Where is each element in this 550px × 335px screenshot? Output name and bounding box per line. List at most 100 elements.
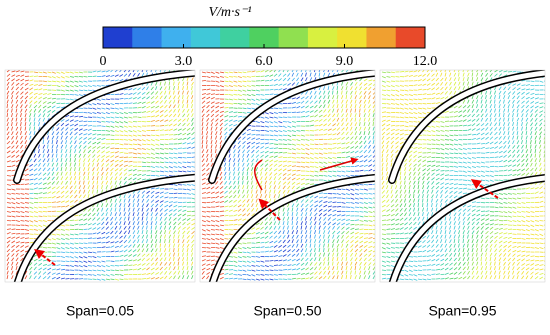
panels: Span=0.05Span=0.50Span=0.95 — [5, 68, 550, 319]
velocity-vector — [106, 247, 110, 248]
velocity-vector — [490, 152, 494, 153]
velocity-vector — [120, 135, 124, 136]
velocity-vector — [531, 207, 535, 208]
velocity-vector — [183, 158, 187, 159]
velocity-vector — [355, 161, 359, 162]
velocity-vector — [315, 125, 319, 126]
velocity-vector — [337, 206, 341, 207]
velocity-vector — [463, 185, 467, 186]
velocity-vector — [216, 230, 220, 231]
velocity-vector — [225, 107, 229, 108]
velocity-vector — [79, 275, 83, 276]
velocity-vector — [156, 171, 160, 172]
velocity-vector — [106, 270, 110, 271]
velocity-vector — [283, 269, 287, 270]
velocity-vector — [220, 221, 224, 222]
velocity-vector — [369, 233, 373, 234]
velocity-vector — [84, 77, 88, 78]
velocity-vector — [315, 149, 319, 150]
velocity-vector — [522, 207, 526, 208]
velocity-vector — [12, 194, 16, 195]
velocity-vector — [61, 274, 65, 275]
colorbar-swatch — [279, 27, 309, 48]
velocity-vector — [270, 94, 274, 95]
velocity-vector — [66, 230, 70, 231]
colorbar-tick-label: 9.0 — [336, 54, 354, 69]
velocity-vector — [468, 176, 472, 177]
velocity-vector — [346, 198, 350, 199]
velocity-vector — [423, 98, 427, 99]
velocity-vector — [373, 122, 374, 126]
velocity-vector — [39, 216, 43, 217]
velocity-vector — [409, 122, 413, 123]
colorbar-swatch — [308, 27, 338, 48]
velocity-vector — [517, 122, 518, 126]
velocity-vector — [508, 71, 512, 72]
colorbar-tick-label: 12.0 — [413, 54, 438, 69]
velocity-vector — [306, 171, 310, 172]
velocity-vector — [310, 167, 314, 168]
velocity-vector — [70, 261, 74, 262]
velocity-vector — [165, 130, 169, 131]
velocity-vector — [355, 207, 359, 208]
velocity-vector — [187, 257, 188, 261]
velocity-vector — [129, 157, 133, 158]
velocity-vector — [360, 113, 361, 117]
velocity-vector — [355, 271, 356, 275]
velocity-vector — [360, 185, 364, 186]
velocity-vector — [156, 149, 160, 150]
colorbar-swatch — [132, 27, 162, 48]
velocity-vector — [115, 143, 119, 144]
velocity-vector — [279, 117, 283, 118]
velocity-vector — [202, 89, 206, 90]
velocity-vector — [48, 243, 52, 244]
velocity-vector — [423, 199, 424, 203]
velocity-vector — [324, 153, 328, 154]
velocity-vector — [174, 134, 178, 135]
velocity-vector — [88, 238, 92, 239]
colorbar-label: V/m·s⁻¹ — [208, 5, 251, 20]
velocity-vector — [256, 71, 260, 72]
velocity-vector — [229, 77, 233, 78]
velocity-vector — [52, 248, 56, 249]
velocity-vector — [57, 230, 61, 231]
velocity-vector — [270, 194, 271, 198]
colorbar-swatch — [191, 27, 221, 48]
velocity-vector — [328, 149, 332, 150]
velocity-vector — [288, 144, 292, 145]
velocity-vector — [270, 260, 274, 261]
velocity-vector — [360, 229, 364, 230]
colorbar-swatch — [220, 27, 250, 48]
velocity-vector — [265, 80, 269, 81]
velocity-vector — [111, 261, 115, 262]
velocity-vector — [66, 252, 70, 253]
colorbar-swatch — [337, 27, 367, 48]
velocity-vector — [183, 189, 187, 190]
colorbar-swatch — [396, 27, 426, 48]
velocity-vector — [517, 207, 521, 208]
velocity-vector — [111, 113, 115, 114]
velocity-vector — [414, 194, 415, 198]
velocity-vector — [211, 77, 215, 78]
velocity-vector — [229, 104, 233, 105]
colorbar-tick-label: 0 — [100, 54, 107, 69]
velocity-vector — [337, 162, 341, 163]
velocity-vector — [247, 270, 251, 271]
velocity-vector — [463, 193, 467, 194]
velocity-vector — [405, 130, 409, 131]
panel-label: Span=0.05 — [66, 303, 134, 319]
velocity-vector — [400, 71, 404, 72]
velocity-vector — [360, 194, 364, 195]
velocity-vector — [66, 257, 70, 258]
velocity-vector — [486, 176, 490, 177]
velocity-vector — [183, 162, 187, 163]
velocity-vector — [445, 140, 449, 141]
colorbar-tick-label: 6.0 — [255, 54, 273, 69]
colorbar-swatch — [103, 27, 133, 48]
velocity-vector — [57, 154, 58, 158]
colorbar: 03.06.09.012.0 — [100, 27, 438, 69]
velocity-vector — [364, 233, 368, 234]
colorbar-swatch — [366, 27, 396, 48]
velocity-vector — [79, 243, 83, 244]
